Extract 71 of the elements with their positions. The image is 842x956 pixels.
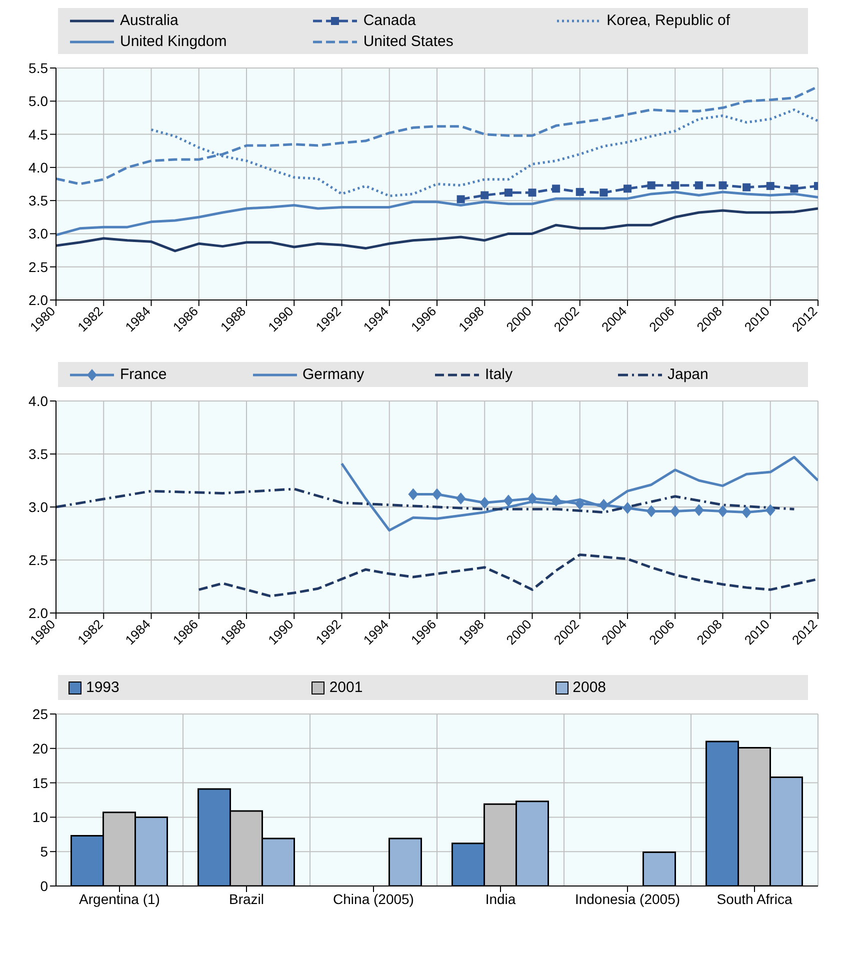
line-series	[198, 553, 818, 598]
y-tick-label: 4.5	[28, 126, 48, 142]
point	[456, 492, 466, 505]
legend-label: Italy	[485, 366, 513, 383]
point	[598, 498, 609, 511]
legend-label: Germany	[302, 366, 364, 383]
point	[551, 494, 562, 507]
y-tick-label: 3.5	[28, 192, 48, 209]
y-tick-label: 5.0	[28, 93, 48, 110]
legend-label: Canada	[363, 12, 416, 29]
line-series	[56, 207, 818, 252]
legend-label: United States	[363, 33, 454, 50]
y-tick-label: 2.0	[28, 292, 48, 308]
y-tick-label: 4.0	[28, 392, 48, 409]
point	[576, 188, 584, 196]
point	[408, 488, 418, 500]
point	[622, 502, 632, 514]
legend-label: Australia	[120, 12, 178, 29]
y-tick-label: 5	[40, 844, 48, 860]
x-tick-label: Brazil	[228, 890, 264, 907]
point	[647, 181, 656, 190]
legend-label: United Kingdom	[120, 33, 227, 50]
point	[624, 184, 632, 193]
y-tick-label: 3.0	[28, 498, 48, 515]
legend-label: 2008	[572, 679, 606, 696]
point	[742, 506, 752, 518]
y-tick-label: 5.5	[28, 60, 48, 76]
x-tick-label: Argentina (1)	[79, 890, 160, 907]
point	[694, 504, 704, 516]
point	[528, 188, 536, 197]
legend-label: Korea, Republic of	[606, 12, 730, 29]
point	[671, 181, 680, 190]
point	[718, 181, 727, 190]
x-tick-label: Indonesia (2005)	[574, 890, 680, 907]
x-tick-label: South Africa	[716, 890, 792, 907]
point	[552, 184, 560, 193]
point	[790, 184, 798, 193]
point	[694, 181, 703, 190]
y-tick-label: 10	[32, 809, 48, 826]
y-tick-label: 2.5	[28, 552, 48, 568]
x-tick-label: India	[485, 890, 516, 907]
y-tick-label: 25	[32, 706, 48, 722]
y-tick-label: 2.0	[28, 604, 48, 621]
point	[765, 504, 776, 516]
point	[503, 494, 514, 507]
line-series	[340, 456, 818, 532]
y-tick-label: 0	[40, 878, 48, 894]
point	[646, 505, 656, 518]
point	[480, 496, 490, 509]
legend-label: 2001	[329, 679, 363, 696]
point	[456, 195, 465, 204]
y-tick-label: 2.5	[28, 258, 48, 275]
point	[600, 188, 608, 197]
y-tick-label: 3.0	[28, 226, 48, 242]
point	[527, 492, 538, 505]
legend-label: France	[120, 366, 167, 383]
point	[432, 488, 442, 500]
y-tick-label: 4.0	[28, 159, 48, 176]
y-tick-label: 15	[32, 774, 48, 791]
y-tick-label: 3.5	[28, 446, 48, 462]
point	[504, 188, 512, 197]
point	[766, 182, 774, 190]
point	[718, 505, 728, 518]
point	[670, 505, 680, 518]
legend-label: 1993	[86, 679, 120, 696]
point	[742, 183, 751, 192]
legend-label: Japan	[668, 366, 708, 383]
x-tick-label: China (2005)	[333, 890, 414, 907]
y-tick-label: 20	[32, 740, 48, 756]
point	[480, 191, 489, 200]
point	[574, 498, 585, 510]
